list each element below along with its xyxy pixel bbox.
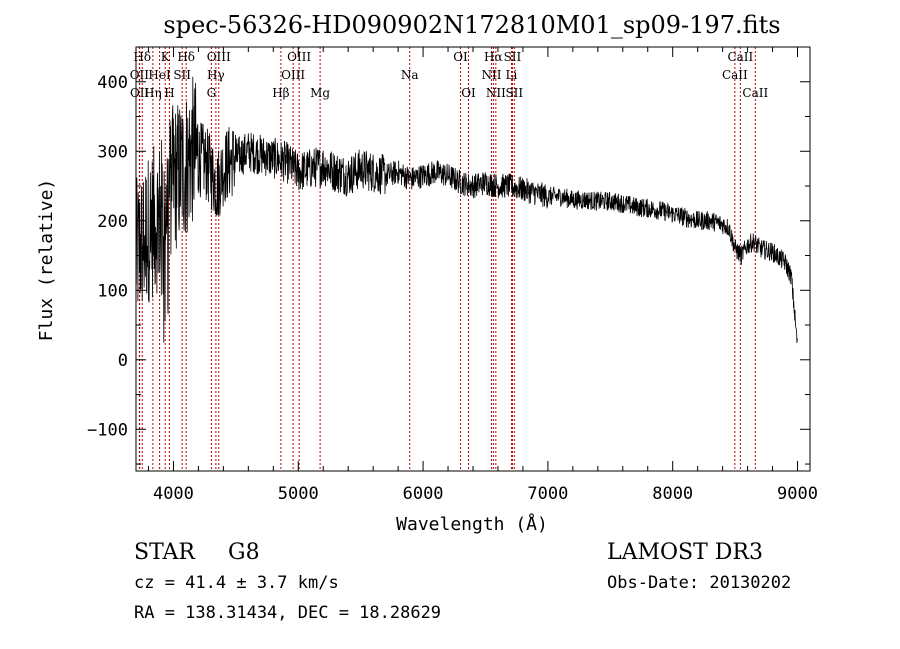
x-tick-label-3: 7000: [527, 484, 568, 504]
line-label-10: Hγ: [207, 68, 225, 82]
line-label-23: NII: [486, 86, 506, 100]
x-tick-label-1: 5000: [278, 484, 319, 504]
line-label-1: OII: [130, 68, 150, 82]
line-label-26: CaII: [722, 68, 748, 82]
spectrum-series: [135, 76, 798, 343]
line-label-3: K: [161, 50, 171, 64]
x-tick-label-5: 9000: [777, 484, 818, 504]
line-label-6: SII: [173, 68, 191, 82]
line-label-8: Hδ: [177, 50, 195, 64]
line-label-19: Hα: [484, 50, 503, 64]
line-label-0: Hδ: [133, 50, 151, 64]
line-label-9: OIII: [207, 50, 231, 64]
y-tick-label-1: 0: [118, 351, 128, 371]
plot-frame: [135, 46, 811, 472]
line-label-16: Na: [401, 68, 419, 82]
line-label-11: G: [207, 86, 217, 100]
class-label: STAR: [134, 540, 195, 565]
line-label-25: CaII: [727, 50, 753, 64]
line-label-21: NII: [481, 68, 501, 82]
line-label-17: OI: [453, 50, 468, 64]
line-label-13: OIII: [287, 50, 311, 64]
y-tick-label-3: 200: [97, 212, 128, 232]
survey-label: LAMOST DR3: [607, 540, 763, 565]
y-axis-label: Flux (relative): [36, 179, 57, 342]
x-tick-label-4: 8000: [652, 484, 693, 504]
x-axis-label: Wavelength (Å): [396, 513, 548, 535]
chart-title: spec-56326-HD090902N172810M01_sp09-197.f…: [163, 11, 780, 39]
emission-line-labels: Hδ OII OII K HeI Hη SII H Hδ OIII Hγ G Hβ OIII OIII Mg N…: [130, 50, 769, 100]
line-label-15: Mg: [310, 86, 330, 100]
x-tick-label-0: 4000: [153, 484, 194, 504]
line-label-27: CaII: [742, 86, 768, 100]
y-tick-label-2: 100: [97, 281, 128, 301]
line-label-5: Hη: [144, 86, 162, 100]
line-label-4: HeI: [148, 68, 171, 82]
y-tick-label-5: 400: [97, 73, 128, 93]
line-label-18: OI: [461, 86, 476, 100]
emission-line-markers: [138, 47, 756, 471]
object-class: STAR G8: [134, 540, 260, 565]
line-label-24: SII: [505, 86, 523, 100]
spectrum-line: [135, 76, 798, 343]
line-label-7: H: [164, 86, 174, 100]
line-label-14: OIII: [281, 68, 305, 82]
y-tick-label-0: −100: [87, 420, 128, 440]
obs-date-label: Obs-Date: 20130202: [607, 573, 792, 593]
y-tick-label-4: 300: [97, 142, 128, 162]
line-label-22: Li: [506, 68, 518, 82]
line-label-20: SII: [504, 50, 522, 64]
line-label-12: Hβ: [272, 86, 289, 100]
line-label-2: OII: [130, 86, 150, 100]
x-tick-label-2: 6000: [403, 484, 444, 504]
axis-ticks: 4000 5000 6000 7000 8000 9000 −100 0 100 200 300 40…: [87, 46, 818, 504]
redshift-label: cz = 41.4 ± 3.7 km/s: [134, 573, 339, 593]
subclass-label: G8: [228, 540, 260, 565]
coordinates-label: RA = 138.31434, DEC = 18.28629: [134, 603, 442, 623]
